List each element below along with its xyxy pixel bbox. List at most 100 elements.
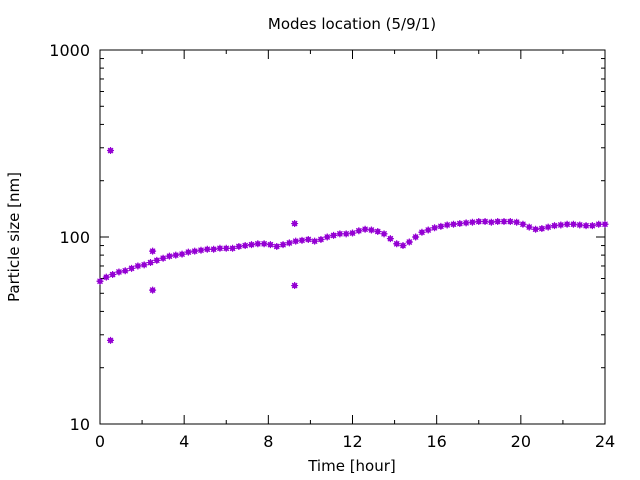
data-point [588,222,596,230]
data-point [431,224,439,232]
data-point [532,225,540,233]
data-point [601,220,609,228]
data-point [216,244,224,252]
data-point [203,245,211,253]
data-point [475,218,483,226]
data-point [323,233,331,241]
data-point [405,238,413,246]
data-point [500,218,508,226]
data-points [96,147,609,344]
data-point [569,220,577,228]
data-point [311,237,319,245]
data-point [374,228,382,236]
data-point [418,228,426,236]
data-point [412,233,420,241]
data-point [462,219,470,227]
data-point [513,218,521,226]
data-point [468,218,476,226]
data-point [525,223,533,231]
data-point [248,241,255,249]
data-point [222,244,230,252]
data-point [159,254,167,262]
data-point [481,218,489,226]
x-axis-label: Time [hour] [307,457,396,475]
data-point [149,247,157,255]
data-point [172,251,180,259]
x-tick-label: 20 [511,432,531,451]
data-point [102,273,110,281]
data-point [291,282,299,290]
data-point [380,230,388,238]
data-point [184,248,192,256]
data-point [563,220,571,228]
x-tick-label: 0 [95,432,105,451]
data-point [197,246,205,254]
data-point [538,225,546,233]
data-point [582,222,590,230]
data-point [437,222,445,230]
data-point [235,242,243,250]
data-point [115,268,123,276]
data-point [241,242,249,250]
data-point [336,230,344,238]
data-point [229,244,237,252]
data-point [450,220,457,228]
data-point [210,245,218,253]
y-tick-label: 1000 [49,41,90,60]
x-tick-label: 24 [595,432,615,451]
data-point [399,242,407,250]
data-point [576,221,584,229]
x-tick-label: 4 [179,432,189,451]
data-point [260,240,268,248]
data-point [165,252,173,260]
data-point [298,236,306,244]
y-tick-label: 100 [59,228,90,247]
data-point [342,230,350,238]
data-point [355,227,363,235]
plot-border [99,49,606,425]
data-point [304,235,312,243]
data-point [487,218,495,226]
data-point [393,240,401,248]
data-point [121,267,129,275]
data-point [367,226,375,234]
y-axis-label: Particle size [nm] [5,172,23,302]
data-point [107,147,115,155]
data-point [349,229,356,237]
y-axis-ticks: 10 100 1000 [49,41,605,434]
x-axis-ticks: 0 4 8 12 16 20 24 [95,50,615,451]
data-point [140,261,148,269]
data-point [330,231,338,239]
data-point [134,262,142,270]
data-point [178,250,186,258]
data-point [557,221,565,229]
x-tick-label: 16 [426,432,446,451]
data-point [273,242,281,250]
data-point [424,226,432,234]
data-point [361,225,369,233]
plot-frame [99,49,606,425]
data-point [317,235,325,243]
data-point [506,218,514,226]
data-point [551,222,558,230]
data-point [292,237,300,245]
x-tick-label: 12 [342,432,362,451]
data-point [107,336,115,344]
x-tick-label: 8 [263,432,273,451]
data-point [254,240,262,248]
data-point [456,220,464,228]
data-point [544,223,552,231]
data-point [191,247,199,255]
data-point [279,241,287,249]
data-point [153,256,161,264]
data-point [96,277,104,285]
data-point [595,220,603,228]
data-point [443,221,451,229]
data-point [266,241,274,249]
data-point [147,259,154,267]
data-point [494,218,502,226]
data-point [109,271,117,279]
y-tick-label: 10 [70,415,90,434]
chart-title: Modes location (5/9/1) [268,15,436,33]
